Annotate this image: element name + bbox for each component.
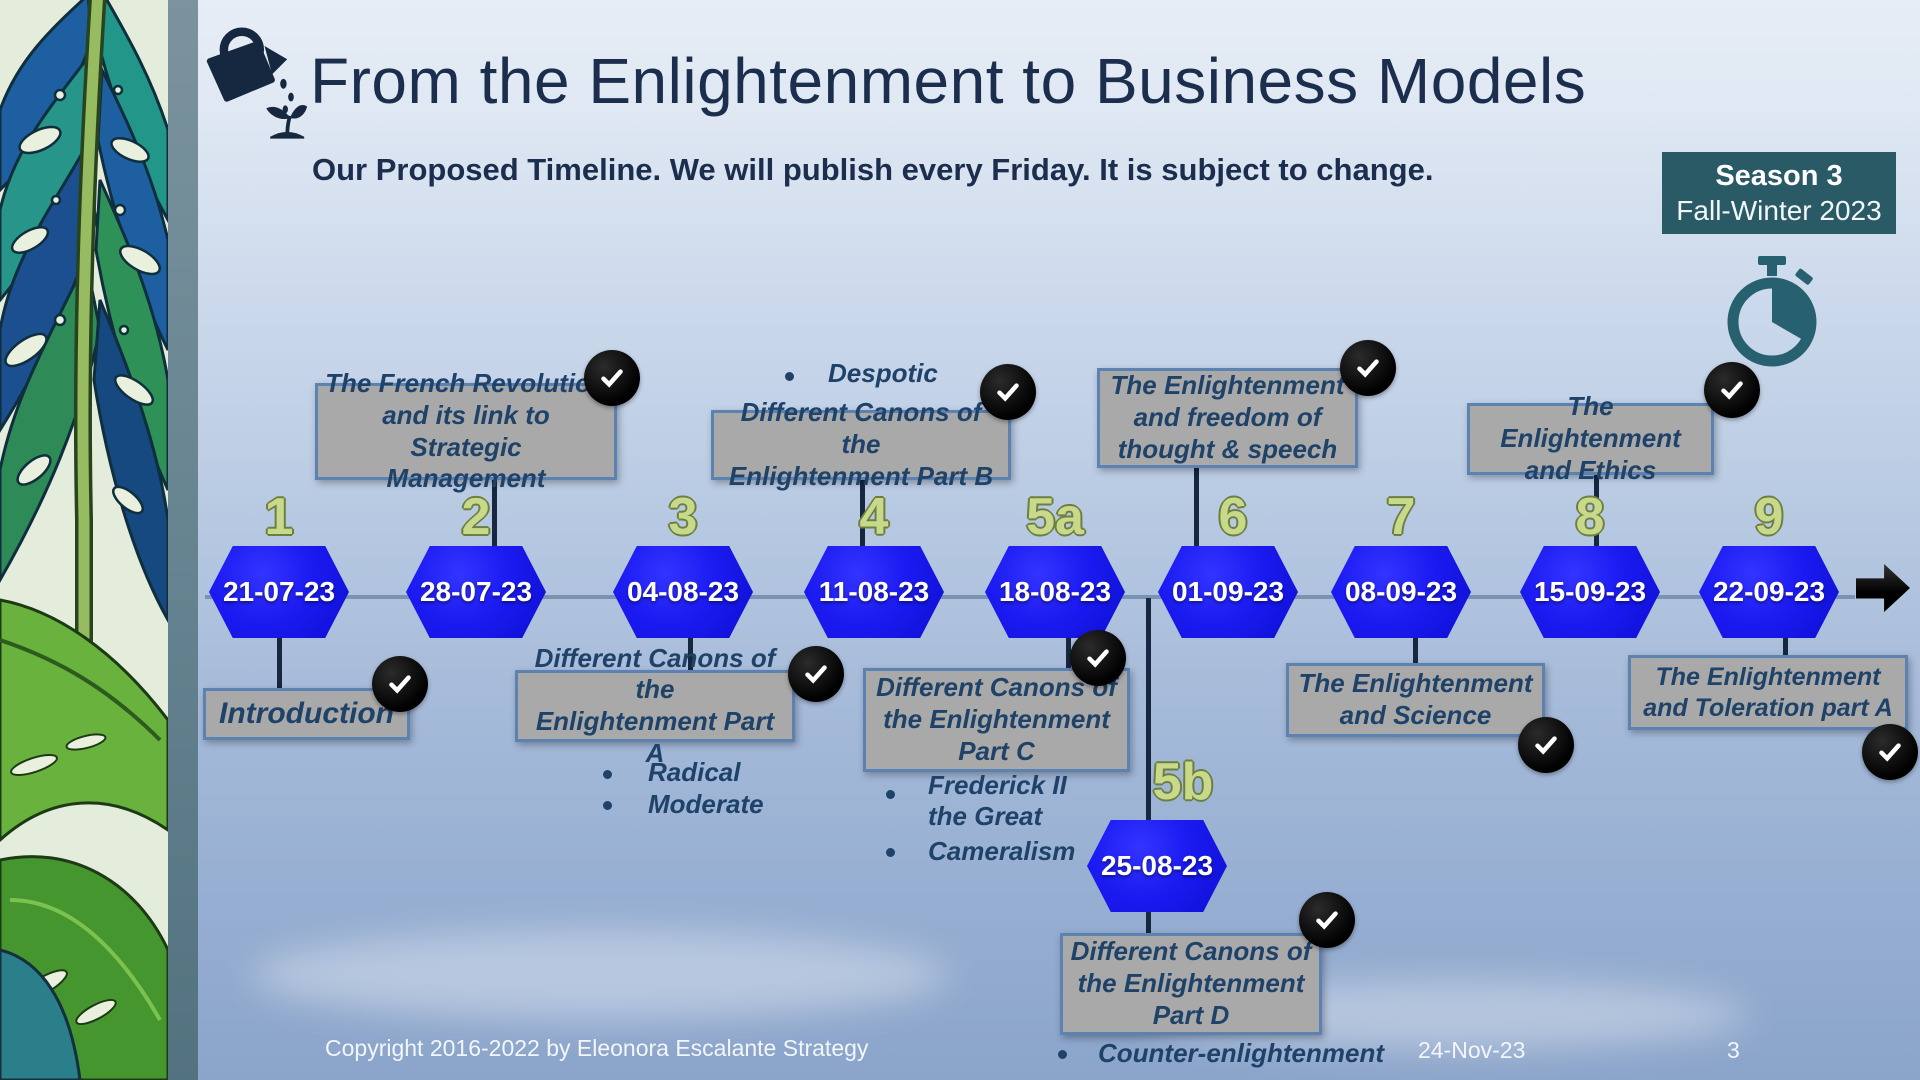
milestone-hexagon: 22-09-23 bbox=[1699, 546, 1839, 638]
connector-line bbox=[1413, 638, 1418, 663]
season-badge: Season 3 Fall-Winter 2023 bbox=[1662, 152, 1896, 234]
milestone-hexagon: 01-09-23 bbox=[1158, 546, 1298, 638]
connector-line bbox=[277, 638, 282, 688]
page-title: From the Enlightenment to Business Model… bbox=[310, 45, 1587, 117]
milestone-number: 5b bbox=[1152, 753, 1214, 811]
season-badge-line2: Fall-Winter 2023 bbox=[1676, 194, 1882, 226]
milestone-date: 01-09-23 bbox=[1171, 576, 1285, 607]
watering-can-icon bbox=[206, 27, 308, 139]
milestone-number: 6 bbox=[1218, 488, 1248, 546]
footer-copyright: Copyright 2016-2022 by Eleonora Escalant… bbox=[325, 1035, 869, 1061]
bullet-dot bbox=[603, 801, 612, 810]
connector-line bbox=[1146, 912, 1151, 933]
connector-line bbox=[688, 638, 693, 670]
milestone-date: 25-08-23 bbox=[1100, 850, 1214, 881]
leaf-artwork bbox=[0, 0, 168, 1080]
footer-date: 24-Nov-23 bbox=[1418, 1037, 1526, 1063]
bullet-dot bbox=[1058, 1050, 1067, 1059]
checkmark-icon bbox=[1879, 743, 1901, 762]
milestone-hexagon: 04-08-23 bbox=[613, 546, 753, 638]
stopwatch-icon bbox=[1727, 256, 1817, 367]
checkmark-badge bbox=[788, 646, 844, 702]
topic-box: Different Canons of the Enlightenment Pa… bbox=[515, 643, 795, 768]
milestone-number: 4 bbox=[859, 488, 889, 546]
topic-box: The Enlightenment and Toleration part A bbox=[1628, 655, 1908, 730]
topic-box: The Enlightenment and Science bbox=[1286, 663, 1545, 737]
connector-line bbox=[1066, 638, 1071, 668]
connector-line bbox=[492, 480, 497, 546]
milestone-number: 3 bbox=[668, 488, 698, 546]
checkmark-badge bbox=[372, 656, 428, 712]
bullet-item: Cameralism bbox=[928, 836, 1076, 866]
checkmark-icon bbox=[1721, 381, 1743, 400]
checkmark-badge bbox=[1704, 362, 1760, 418]
bullet-dot bbox=[785, 372, 794, 381]
milestone-date: 11-08-23 bbox=[818, 576, 930, 607]
milestone-number: 7 bbox=[1386, 488, 1416, 546]
checkmark-badge bbox=[1518, 717, 1574, 773]
topic-box: The Enlightenment and freedom of thought… bbox=[1097, 368, 1358, 468]
bullet-item: Despotic bbox=[828, 358, 938, 388]
bullet-dot bbox=[603, 770, 612, 779]
footer-page-number: 3 bbox=[1727, 1037, 1740, 1063]
checkmark-icon bbox=[1316, 911, 1338, 930]
milestone-hexagon: 15-09-23 bbox=[1520, 546, 1660, 638]
checkmark-icon bbox=[805, 665, 827, 684]
checkmark-icon bbox=[997, 383, 1019, 402]
milestone-hexagon: 28-07-23 bbox=[406, 546, 546, 638]
bullet-dot bbox=[886, 790, 895, 799]
checkmark-badge bbox=[1340, 340, 1396, 396]
strip-divider bbox=[168, 0, 198, 1080]
bullet-item: Counter-enlightenment bbox=[1098, 1038, 1384, 1068]
bullet-item: Moderate bbox=[648, 789, 764, 819]
milestone-hexagon: 08-09-23 bbox=[1331, 546, 1471, 638]
connector-line bbox=[1594, 475, 1599, 546]
topic-box: Different Canons of the Enlightenment Pa… bbox=[1060, 933, 1322, 1035]
bullet-item: Frederick II the Great bbox=[928, 770, 1067, 832]
checkmark-badge bbox=[584, 350, 640, 406]
checkmark-icon bbox=[1535, 736, 1557, 755]
milestone-hexagon: 25-08-23 bbox=[1087, 820, 1227, 912]
milestone-number: 2 bbox=[461, 488, 491, 546]
checkmark-badge bbox=[1299, 892, 1355, 948]
milestone-number: 5a bbox=[1026, 488, 1084, 546]
topic-box: Different Canons of the Enlightenment Pa… bbox=[711, 397, 1011, 491]
milestone-number: 9 bbox=[1754, 488, 1784, 546]
connector-line bbox=[1146, 598, 1151, 820]
bullet-item: Radical bbox=[648, 757, 741, 787]
arrow-right-icon bbox=[1856, 564, 1910, 612]
milestone-date: 18-08-23 bbox=[998, 576, 1112, 607]
connector-line bbox=[1783, 638, 1788, 655]
checkmark-icon bbox=[1087, 649, 1109, 668]
milestone-date: 15-09-23 bbox=[1533, 576, 1647, 607]
season-badge-line1: Season 3 bbox=[1715, 159, 1843, 192]
subtitle: Our Proposed Timeline. We will publish e… bbox=[312, 152, 1434, 187]
checkmark-icon bbox=[389, 675, 411, 694]
milestone-date: 04-08-23 bbox=[626, 576, 740, 607]
topic-box: The French Revolution and its link to St… bbox=[315, 368, 617, 493]
connector-line bbox=[860, 480, 865, 546]
checkmark-icon bbox=[1357, 359, 1379, 378]
milestone-number: 1 bbox=[264, 488, 294, 546]
milestone-number: 8 bbox=[1575, 488, 1605, 546]
milestone-date: 28-07-23 bbox=[419, 576, 533, 607]
background-wave bbox=[250, 930, 950, 1020]
milestone-hexagon: 21-07-23 bbox=[209, 546, 349, 638]
bullet-dot bbox=[886, 848, 895, 857]
checkmark-badge bbox=[980, 364, 1036, 420]
checkmark-badge bbox=[1862, 724, 1918, 780]
milestone-date: 21-07-23 bbox=[222, 576, 336, 607]
milestone-hexagon: 11-08-23 bbox=[804, 546, 944, 638]
checkmark-badge bbox=[1070, 630, 1126, 686]
topic-box: Different Canons of the Enlightenment Pa… bbox=[863, 668, 1130, 772]
topic-box: The Enlightenment and Ethics bbox=[1467, 391, 1714, 485]
checkmark-icon bbox=[601, 369, 623, 388]
milestone-date: 08-09-23 bbox=[1344, 576, 1458, 607]
milestone-hexagon: 18-08-23 bbox=[985, 546, 1125, 638]
connector-line bbox=[1194, 468, 1199, 546]
milestone-date: 22-09-23 bbox=[1712, 576, 1826, 607]
